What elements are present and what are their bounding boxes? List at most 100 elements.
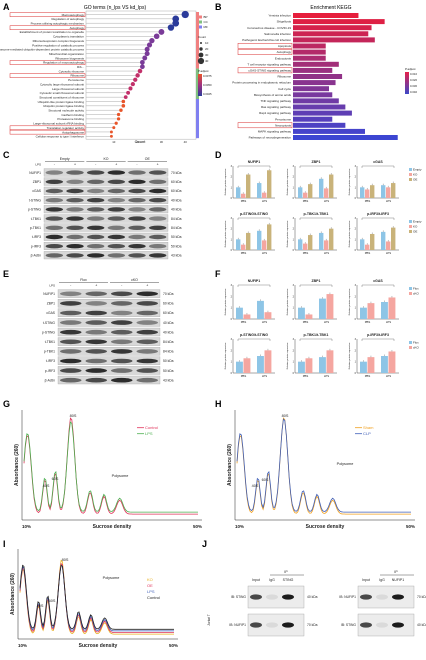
kegg-bar [293, 86, 329, 92]
bar [236, 239, 241, 250]
y-tick-label: 0 [293, 318, 295, 321]
kegg-bar [293, 61, 339, 67]
panel-letter-b: B [215, 2, 222, 12]
profile-line [236, 417, 411, 515]
significance-bracket [361, 338, 395, 341]
y-tick-label: 3 [231, 284, 233, 287]
y-tick-label: 2 [355, 176, 357, 179]
blot-band [111, 310, 133, 316]
y-tick-label: 0 [293, 249, 295, 252]
count-legend-label: 40 [205, 59, 209, 63]
kegg-bar [293, 110, 352, 116]
blot-kda-label: 60 kDa [163, 311, 174, 315]
lps-sign: + [74, 163, 76, 167]
go-term-label: Positive regulation of catabolic process [32, 43, 84, 47]
panel-a-go-dotplot: A GO terms (n_lps VS kd_lps) Macroautoph… [0, 2, 212, 144]
bar-chart-title: ZBP1 [312, 160, 321, 164]
highlight-box [237, 43, 293, 49]
panel-letter-a: A [3, 2, 10, 12]
go-term-label: Cytoplasmic translation [53, 35, 84, 39]
blot-band [148, 207, 167, 212]
blot-kda-label: 43 kDa [163, 378, 174, 382]
x-category-label: LPS [324, 374, 329, 378]
panel-e-western-blot: E Flox cKO LPS - + - + NUFIP1 70 kDa ZBP1 60 kDa cG… [3, 269, 174, 385]
peak-label: 40S [37, 604, 44, 608]
blot-row-label: cGAS [32, 189, 41, 193]
blot-band [128, 179, 146, 185]
bar [391, 183, 396, 198]
profile-line [19, 564, 174, 630]
bar [391, 227, 396, 250]
go-dot [149, 37, 155, 44]
significance-bracket [361, 165, 395, 168]
kegg-bar [293, 19, 385, 25]
lps-sign: + [95, 284, 97, 288]
y-tick-label: 2 [293, 176, 295, 179]
kegg-bar [293, 37, 375, 43]
y-tick-label: 3 [231, 217, 233, 220]
y-tick-label: 3 [293, 165, 295, 168]
blot-strip [57, 318, 161, 327]
blot-strip [57, 327, 161, 337]
kegg-bar [293, 104, 346, 110]
go-dot [144, 51, 150, 57]
blot-strip [43, 177, 169, 186]
blot-band [107, 197, 126, 203]
panel-letter-e: E [3, 269, 9, 279]
peak-label: 60S [262, 478, 269, 482]
blot-row-label: p-STING [28, 208, 41, 212]
y-tick-label: 0 [355, 318, 357, 321]
kegg-bar [293, 55, 326, 61]
highlight-box [237, 122, 293, 129]
kegg-term-label: MAPK signaling pathway [258, 130, 292, 134]
blot-band [45, 207, 64, 212]
go-term-label: Cytosolic ribosome [59, 69, 85, 73]
x-axis-label: Sucrose density [93, 524, 132, 530]
kegg-term-label: Peroxisome [275, 117, 291, 121]
coip-band [266, 622, 278, 628]
x-category-label: LPS [324, 251, 329, 255]
bar-chart-title: p-TBK1/t-TBK1 [304, 333, 329, 337]
blot-band [111, 291, 133, 297]
lps-label: LPS [35, 163, 41, 167]
significance-bracket [237, 284, 271, 287]
panel-c-western-blot: C Empty KO OE LPS - + - + - + NUFIP1 70 kDa ZBP1 60 k… [3, 150, 182, 260]
blot-band [128, 188, 146, 194]
ont-swatch [199, 15, 202, 19]
blot-band [136, 310, 158, 316]
blot-band [86, 179, 105, 185]
y-tick-label: 3 [293, 284, 295, 287]
legend-label: cKO [413, 346, 420, 350]
bar [262, 192, 267, 198]
bar [388, 297, 396, 319]
y-tick-label: 0 [231, 318, 233, 321]
ontology-strip [196, 99, 199, 139]
lps-sign: + [146, 284, 148, 288]
blot-band [136, 301, 158, 306]
blot-band [85, 377, 107, 383]
coip-col-label: Input [362, 578, 370, 582]
bar-chart-title: p-IRF3/t-IRF3 [367, 212, 389, 216]
y-tick-label: 0 [231, 249, 233, 252]
x-category-label: LPS [324, 199, 329, 203]
go-dot [135, 73, 140, 78]
legend-swatch [409, 225, 412, 228]
y-axis-label: Relative protein expression [224, 220, 227, 247]
y-axis-label: Relative protein expression [286, 168, 289, 195]
significance-bracket [237, 165, 271, 168]
blot-strip [43, 196, 169, 204]
go-dot [114, 121, 118, 125]
blot-band [85, 301, 107, 306]
y-tick-label: 1 [293, 361, 295, 364]
kegg-term-label: Protein processing in endoplasmic reticu… [232, 81, 291, 85]
kegg-term-label: TNF signaling pathway [260, 99, 291, 103]
padj-colorbar [405, 72, 409, 94]
blot-strip [57, 308, 161, 317]
blot-kda-label: 50 kDa [163, 369, 174, 373]
bar [236, 187, 241, 198]
blot-band [148, 234, 167, 240]
blot-band [85, 358, 107, 364]
legend-label: Flox [413, 341, 419, 345]
blot-strip [57, 356, 161, 365]
kegg-bar [293, 74, 343, 79]
